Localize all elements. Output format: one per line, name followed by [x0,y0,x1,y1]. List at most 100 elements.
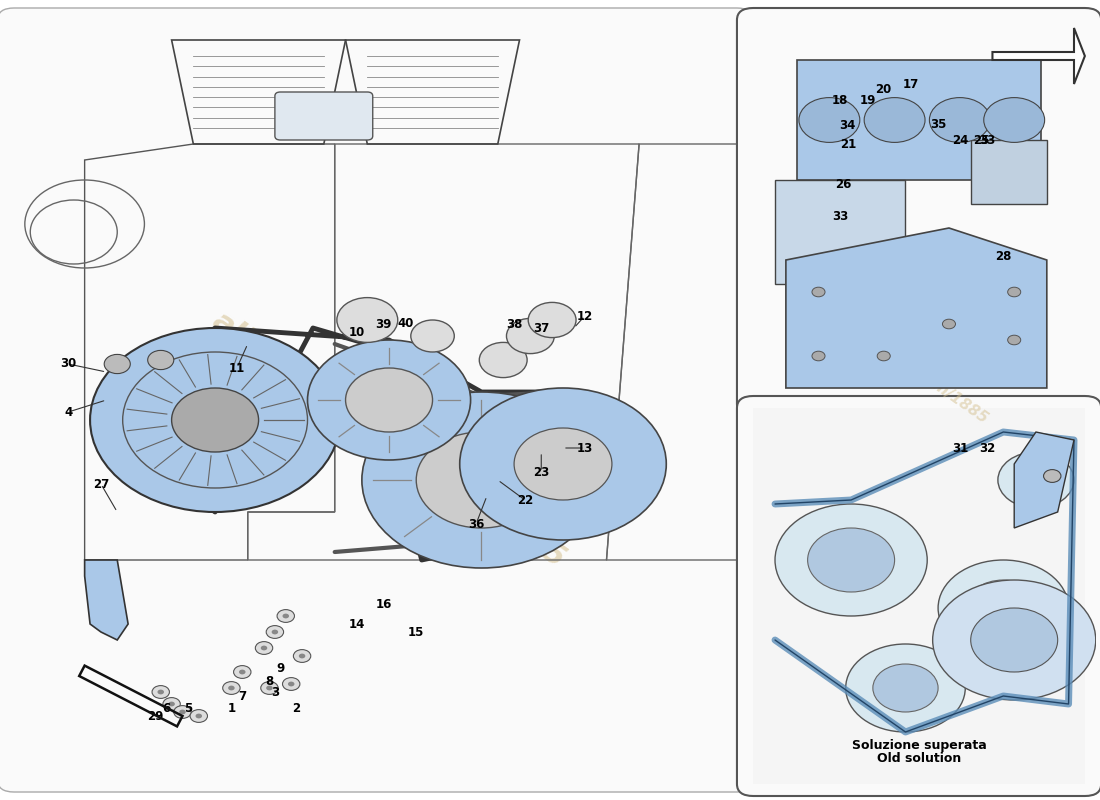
Text: 33: 33 [979,134,996,146]
Text: 22: 22 [517,494,534,506]
Text: 1: 1 [228,702,235,714]
Circle shape [460,388,667,540]
Circle shape [255,642,273,654]
Text: 16: 16 [375,598,392,610]
Circle shape [1044,470,1060,482]
FancyBboxPatch shape [737,396,1100,796]
Text: 7: 7 [239,690,246,702]
Text: allclassicparts.com/1885: allclassicparts.com/1885 [207,306,571,574]
Circle shape [410,320,454,352]
Text: 294469: 294469 [790,247,1011,425]
Text: 8: 8 [265,675,274,688]
Circle shape [877,351,890,361]
Circle shape [799,98,860,142]
Text: 23: 23 [534,466,549,478]
Circle shape [812,287,825,297]
Circle shape [272,630,278,634]
Circle shape [933,580,1096,700]
Text: 28: 28 [996,250,1012,262]
Circle shape [266,626,284,638]
Circle shape [873,664,938,712]
Circle shape [337,298,398,342]
Circle shape [362,392,601,568]
Circle shape [261,646,267,650]
Circle shape [299,654,306,658]
Text: 34: 34 [839,119,856,132]
Circle shape [983,98,1045,142]
Text: 13: 13 [576,442,593,454]
Text: 39: 39 [375,318,392,330]
Circle shape [294,650,311,662]
Text: 25: 25 [974,134,990,146]
Polygon shape [1014,432,1074,528]
Circle shape [943,319,956,329]
Circle shape [174,706,191,718]
Text: 33: 33 [832,210,848,222]
Text: 21: 21 [839,138,856,150]
Text: 18: 18 [832,94,848,106]
Circle shape [998,452,1074,508]
Circle shape [506,318,554,354]
Text: 26: 26 [835,178,851,190]
Text: Soluzione superata: Soluzione superata [852,739,987,752]
Circle shape [179,710,186,714]
Circle shape [528,302,576,338]
Text: allclassicparts.com/1885: allclassicparts.com/1885 [808,293,991,427]
Text: 12: 12 [576,310,593,322]
FancyBboxPatch shape [0,8,754,792]
Text: 38: 38 [506,318,522,330]
Circle shape [277,610,295,622]
Polygon shape [785,228,1047,388]
FancyBboxPatch shape [737,8,1100,416]
Text: Old solution: Old solution [878,752,961,765]
Text: 17: 17 [903,78,918,90]
Text: 11: 11 [229,362,245,374]
Circle shape [288,682,295,686]
Circle shape [233,666,251,678]
Circle shape [90,328,340,512]
Circle shape [930,98,990,142]
Circle shape [266,686,273,690]
Bar [754,408,1085,784]
Circle shape [1008,287,1021,297]
Text: 24: 24 [952,134,968,146]
Circle shape [283,678,300,690]
Circle shape [152,686,169,698]
Circle shape [157,690,164,694]
Polygon shape [796,60,1042,180]
Circle shape [416,432,547,528]
Circle shape [938,560,1068,656]
Text: 3: 3 [271,686,279,698]
Circle shape [104,354,130,374]
Polygon shape [992,28,1085,84]
Text: 5: 5 [184,702,192,714]
Polygon shape [776,180,905,284]
Text: 35: 35 [930,118,946,130]
Circle shape [807,528,894,592]
Circle shape [172,388,258,452]
Circle shape [1016,466,1056,494]
Circle shape [228,686,234,690]
Circle shape [168,702,175,706]
Text: 32: 32 [979,442,996,454]
Text: 27: 27 [92,478,109,490]
Text: 36: 36 [468,518,484,530]
Text: 19: 19 [859,94,876,106]
Text: 2: 2 [293,702,300,714]
Circle shape [865,98,925,142]
Text: 30: 30 [60,358,76,370]
Text: 10: 10 [349,326,364,338]
Circle shape [190,710,208,722]
Circle shape [480,342,527,378]
Circle shape [776,504,927,616]
Circle shape [196,714,202,718]
Circle shape [283,614,289,618]
Circle shape [222,682,240,694]
Text: 4: 4 [64,406,73,418]
Circle shape [970,608,1058,672]
Circle shape [846,644,966,732]
Circle shape [163,698,180,710]
Text: 31: 31 [952,442,968,454]
Circle shape [261,682,278,694]
Text: 9: 9 [276,662,285,674]
